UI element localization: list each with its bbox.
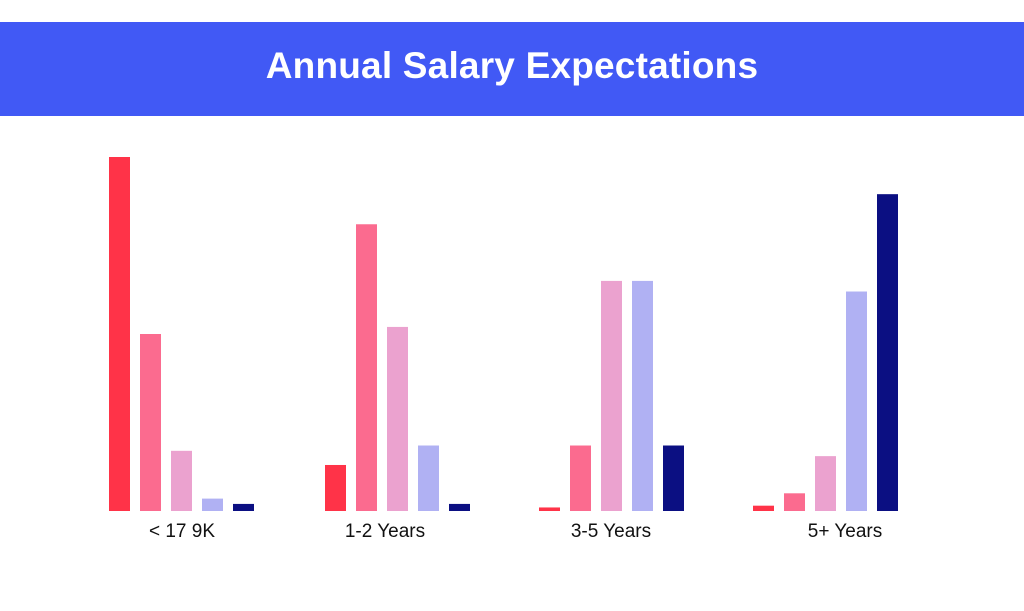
chart-title: Annual Salary Expectations [265, 45, 759, 86]
bar-4-5 [877, 194, 898, 512]
bar-4-3 [815, 456, 836, 511]
x-tick-labels: < 17 9K 1-2 Years 3-5 Years 5+ Years [149, 521, 882, 542]
bar-2-1 [325, 464, 346, 511]
bar-3-4 [632, 280, 653, 511]
bar-2-3 [387, 326, 408, 511]
bar-1-2 [140, 334, 161, 511]
x-tick-label: < 17 9K [149, 521, 215, 542]
bar-1-3 [171, 450, 192, 511]
bar-4-2 [784, 493, 805, 511]
bar-1-1 [109, 157, 130, 511]
x-tick-label: 3-5 Years [571, 521, 651, 542]
bar-3-5 [663, 445, 684, 511]
bar-3-2 [570, 445, 591, 511]
bar-4-4 [846, 291, 867, 511]
bar-2-4 [418, 445, 439, 511]
bar-1-5 [233, 503, 254, 511]
bar-1-4 [202, 498, 223, 511]
bar-2-2 [356, 224, 377, 511]
bar-3-1 [539, 507, 560, 511]
bar-4-1 [753, 505, 774, 511]
x-tick-label: 5+ Years [808, 521, 883, 542]
title-banner: Annual Salary Expectations [0, 22, 1024, 116]
bar-2-5 [449, 503, 470, 511]
bar-3-3 [601, 280, 622, 511]
bars-group [109, 157, 898, 512]
x-tick-label: 1-2 Years [345, 521, 425, 542]
